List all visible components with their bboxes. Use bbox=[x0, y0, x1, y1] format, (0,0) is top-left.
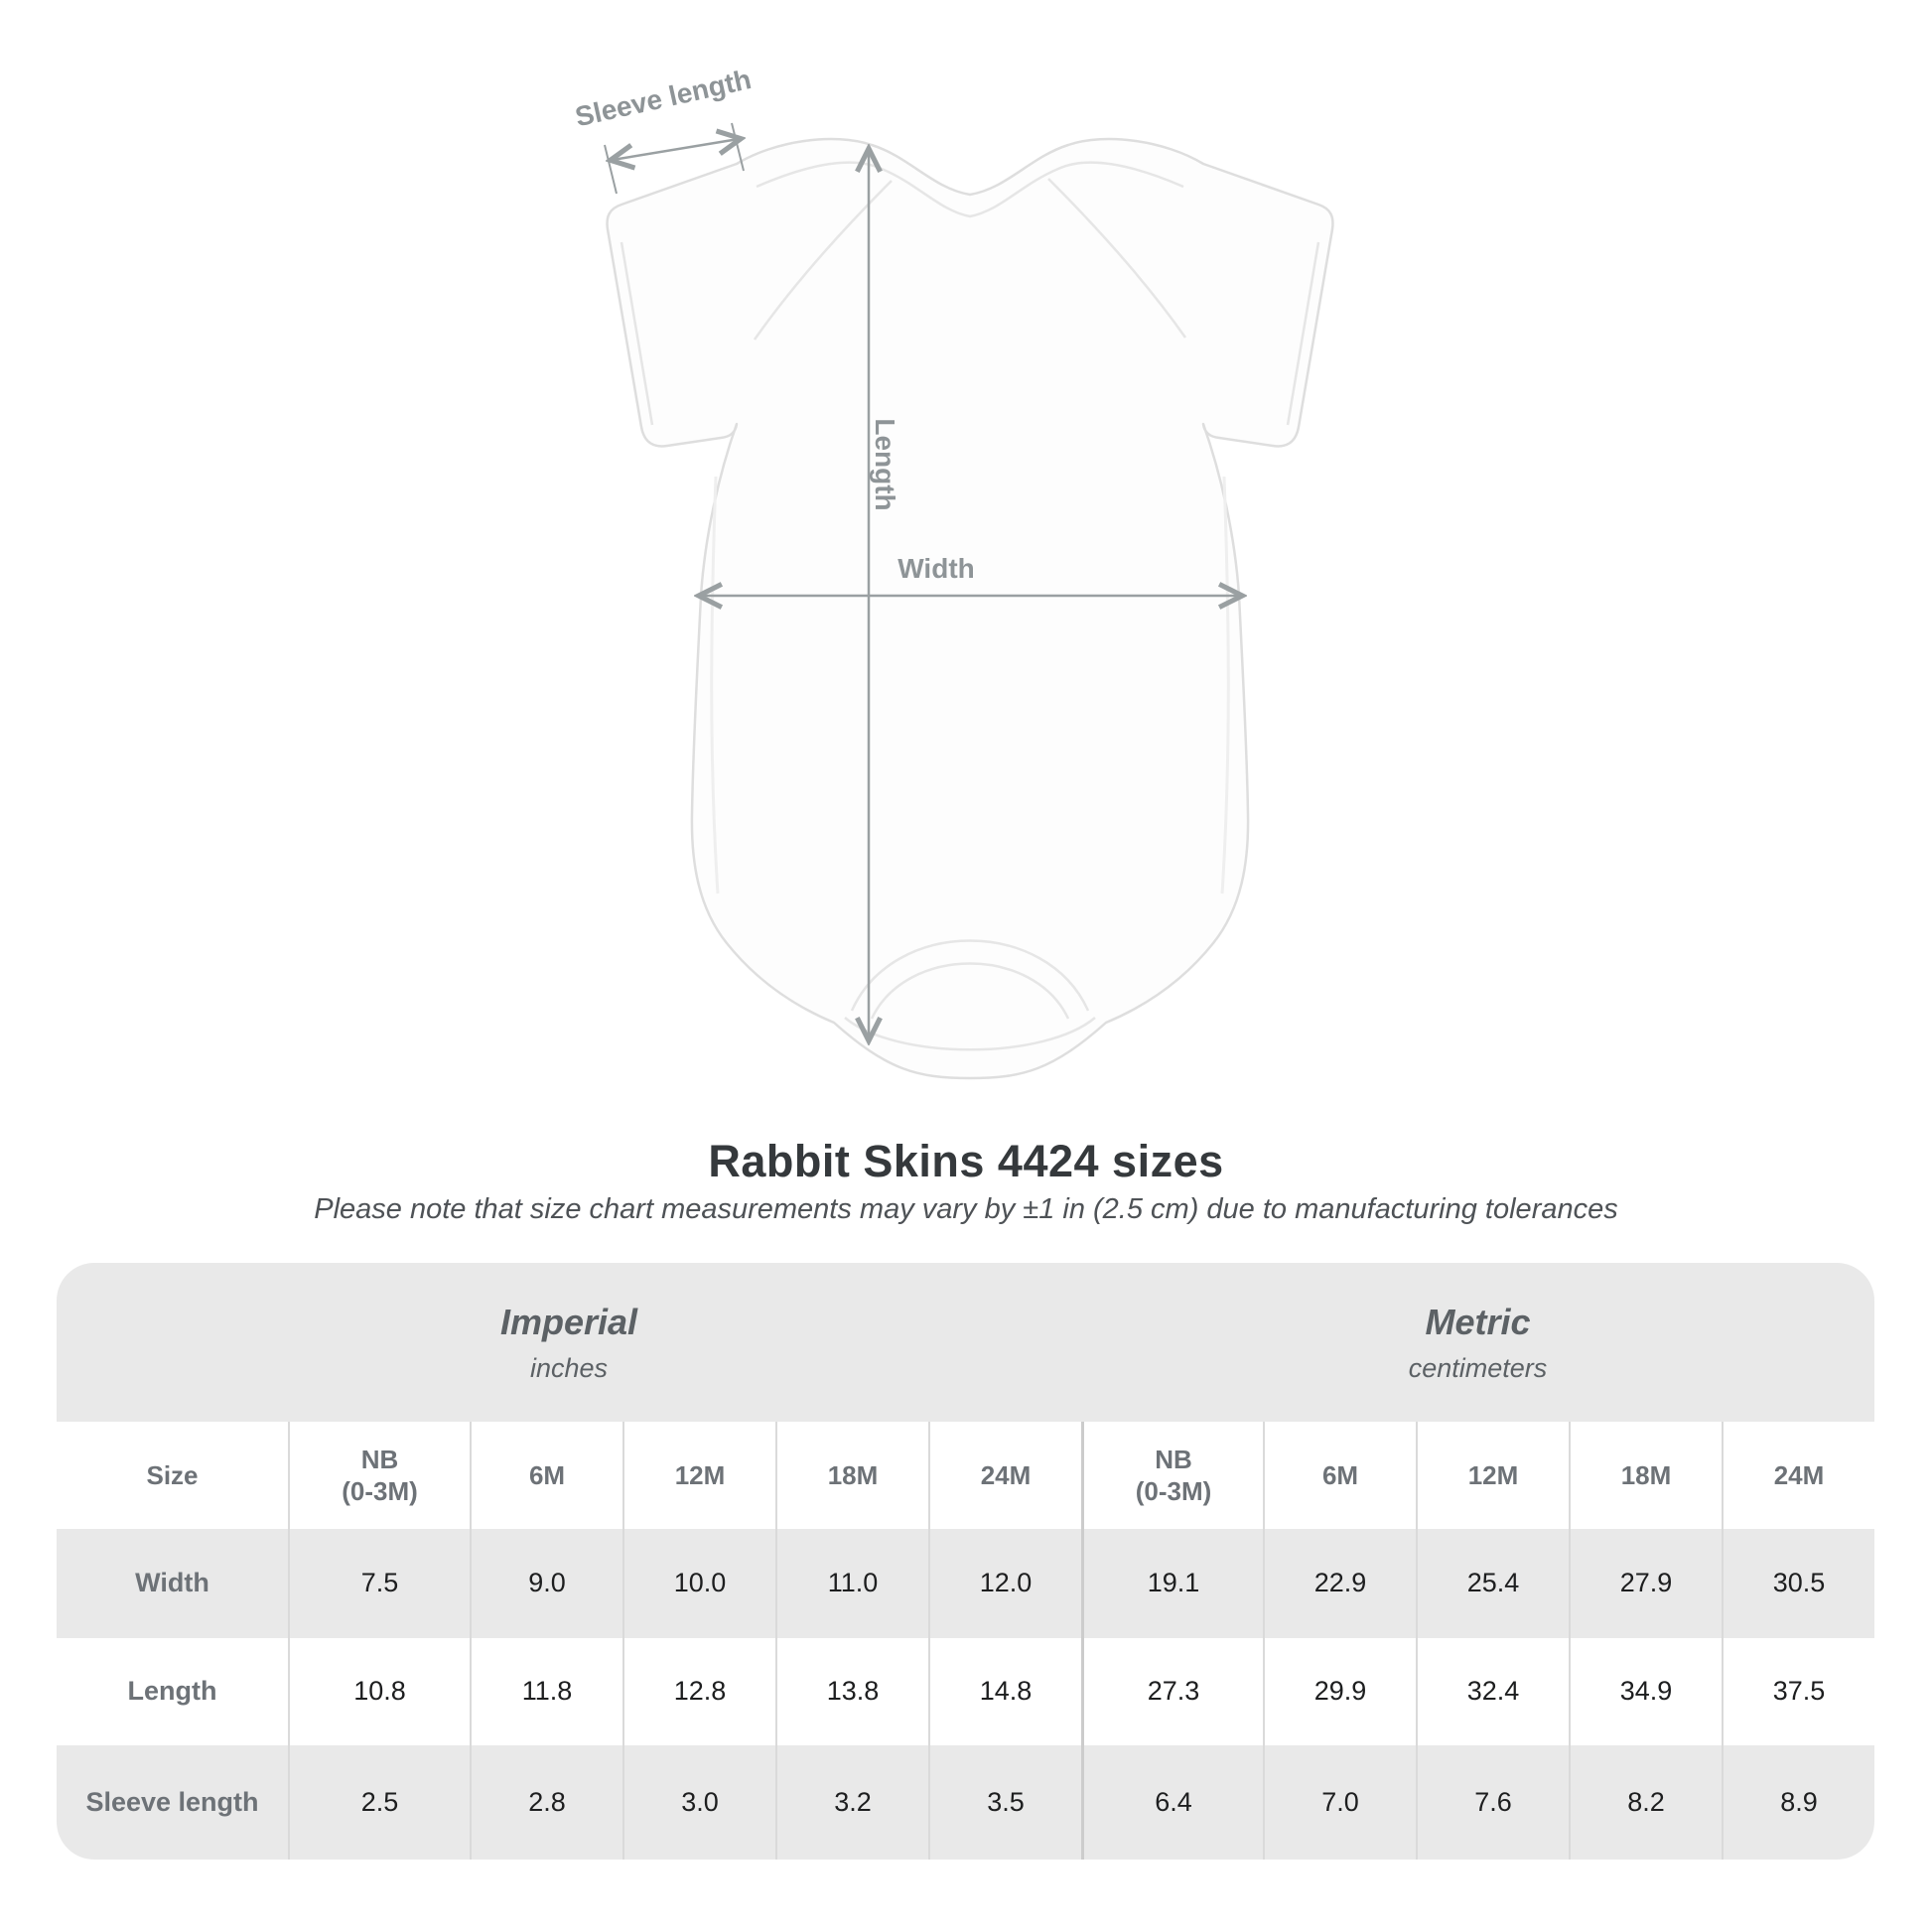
imperial-label: Imperial bbox=[499, 1301, 638, 1342]
sleeve-12m-in: 3.0 bbox=[622, 1745, 775, 1860]
sleeve-nb-cm: 6.4 bbox=[1081, 1745, 1263, 1860]
fold-shading-right bbox=[1220, 476, 1230, 895]
sleeve-18m-cm: 8.2 bbox=[1569, 1745, 1722, 1860]
col-header-12m-metric: 12M bbox=[1416, 1422, 1569, 1529]
metric-unit: centimeters bbox=[1408, 1352, 1548, 1383]
sleeve-tick-left bbox=[604, 144, 618, 195]
width-24m-in: 12.0 bbox=[928, 1529, 1081, 1638]
sleeve-row-label: Sleeve length bbox=[85, 1786, 259, 1817]
width-18m-cm: 27.9 bbox=[1569, 1529, 1722, 1638]
col-header-6m-imperial: 6M bbox=[470, 1422, 622, 1529]
size-table: Imperial inches Metric centimeters Size … bbox=[57, 1263, 1874, 1860]
size-header-row: Size NB (0-3M) 6M 12M 18M 24M NB (0-3M) 6M… bbox=[57, 1422, 1874, 1529]
col-header-24m-metric: 24M bbox=[1722, 1422, 1874, 1529]
length-row: Length 10.8 11.8 12.8 13.8 14.8 27.3 29.… bbox=[57, 1638, 1874, 1745]
metric-label: Metric bbox=[1425, 1301, 1531, 1342]
sleeve-length-arrow bbox=[613, 139, 739, 160]
fold-shading-left bbox=[710, 476, 720, 895]
page-title: Rabbit Skins 4424 sizes bbox=[708, 1136, 1224, 1186]
length-18m-cm: 34.9 bbox=[1569, 1638, 1722, 1745]
length-24m-cm: 37.5 bbox=[1722, 1638, 1874, 1745]
length-24m-in: 14.8 bbox=[928, 1638, 1081, 1745]
length-18m-in: 13.8 bbox=[775, 1638, 928, 1745]
width-row-label: Width bbox=[135, 1568, 209, 1598]
sleeve-6m-cm: 7.0 bbox=[1263, 1745, 1416, 1860]
length-12m-cm: 32.4 bbox=[1416, 1638, 1569, 1745]
imperial-group-header: Imperial inches bbox=[57, 1263, 1081, 1422]
width-12m-cm: 25.4 bbox=[1416, 1529, 1569, 1638]
sleeve-24m-in: 3.5 bbox=[928, 1745, 1081, 1860]
col-header-nb-imperial: NB (0-3M) bbox=[288, 1422, 470, 1529]
sleeve-12m-cm: 7.6 bbox=[1416, 1745, 1569, 1860]
cuff-seam-right bbox=[1286, 241, 1320, 426]
crotch-flap-inner-seam bbox=[870, 962, 1070, 1020]
width-row: Width 7.5 9.0 10.0 11.0 12.0 19.1 22.9 2… bbox=[57, 1529, 1874, 1638]
col-header-6m-metric: 6M bbox=[1263, 1422, 1416, 1529]
col-header-12m-imperial: 12M bbox=[622, 1422, 775, 1529]
width-6m-cm: 22.9 bbox=[1263, 1529, 1416, 1638]
length-nb-in: 10.8 bbox=[288, 1638, 470, 1745]
sleeve-18m-in: 3.2 bbox=[775, 1745, 928, 1860]
width-6m-in: 9.0 bbox=[470, 1529, 622, 1638]
lap-shoulder-seam-right bbox=[1047, 178, 1187, 339]
sleeve-nb-in: 2.5 bbox=[288, 1745, 470, 1860]
length-6m-cm: 29.9 bbox=[1263, 1638, 1416, 1745]
length-6m-in: 11.8 bbox=[470, 1638, 622, 1745]
size-column-header: Size bbox=[146, 1459, 199, 1490]
onesie-graphic bbox=[606, 137, 1334, 1080]
unit-group-header: Imperial inches Metric centimeters bbox=[57, 1263, 1874, 1422]
width-label: Width bbox=[897, 553, 975, 584]
col-header-24m-imperial: 24M bbox=[928, 1422, 1081, 1529]
width-12m-in: 10.0 bbox=[622, 1529, 775, 1638]
imperial-unit: inches bbox=[529, 1352, 609, 1383]
measurement-lines bbox=[604, 122, 1240, 1038]
metric-group-header: Metric centimeters bbox=[1081, 1263, 1874, 1422]
sleeve-6m-in: 2.8 bbox=[470, 1745, 622, 1860]
length-row-label: Length bbox=[127, 1676, 217, 1707]
tolerance-note: Please note that size chart measurements… bbox=[314, 1193, 1618, 1225]
length-label: Length bbox=[870, 418, 900, 510]
sleeve-tick-right bbox=[731, 122, 745, 172]
onesie-silhouette bbox=[606, 137, 1334, 1080]
col-header-18m-imperial: 18M bbox=[775, 1422, 928, 1529]
size-diagram: Sleeve length Length Width bbox=[572, 64, 1334, 1080]
col-header-nb-metric: NB (0-3M) bbox=[1081, 1422, 1263, 1529]
width-24m-cm: 30.5 bbox=[1722, 1529, 1874, 1638]
sleeve-length-row: Sleeve length 2.5 2.8 3.0 3.2 3.5 6.4 7.… bbox=[57, 1745, 1874, 1860]
sleeve-24m-cm: 8.9 bbox=[1722, 1745, 1874, 1860]
length-12m-in: 12.8 bbox=[622, 1638, 775, 1745]
width-18m-in: 11.0 bbox=[775, 1529, 928, 1638]
col-header-18m-metric: 18M bbox=[1569, 1422, 1722, 1529]
sleeve-length-label: Sleeve length bbox=[572, 64, 754, 132]
width-nb-in: 7.5 bbox=[288, 1529, 470, 1638]
cuff-seam-left bbox=[620, 241, 654, 426]
width-nb-cm: 19.1 bbox=[1081, 1529, 1263, 1638]
neckline-trim bbox=[756, 161, 1184, 218]
length-nb-cm: 27.3 bbox=[1081, 1638, 1263, 1745]
